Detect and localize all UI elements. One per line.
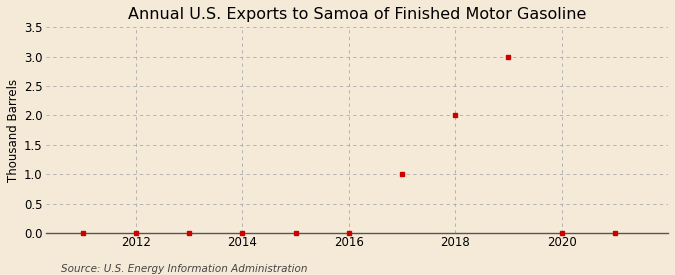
Y-axis label: Thousand Barrels: Thousand Barrels (7, 79, 20, 182)
Title: Annual U.S. Exports to Samoa of Finished Motor Gasoline: Annual U.S. Exports to Samoa of Finished… (128, 7, 586, 22)
Text: Source: U.S. Energy Information Administration: Source: U.S. Energy Information Administ… (61, 264, 307, 274)
